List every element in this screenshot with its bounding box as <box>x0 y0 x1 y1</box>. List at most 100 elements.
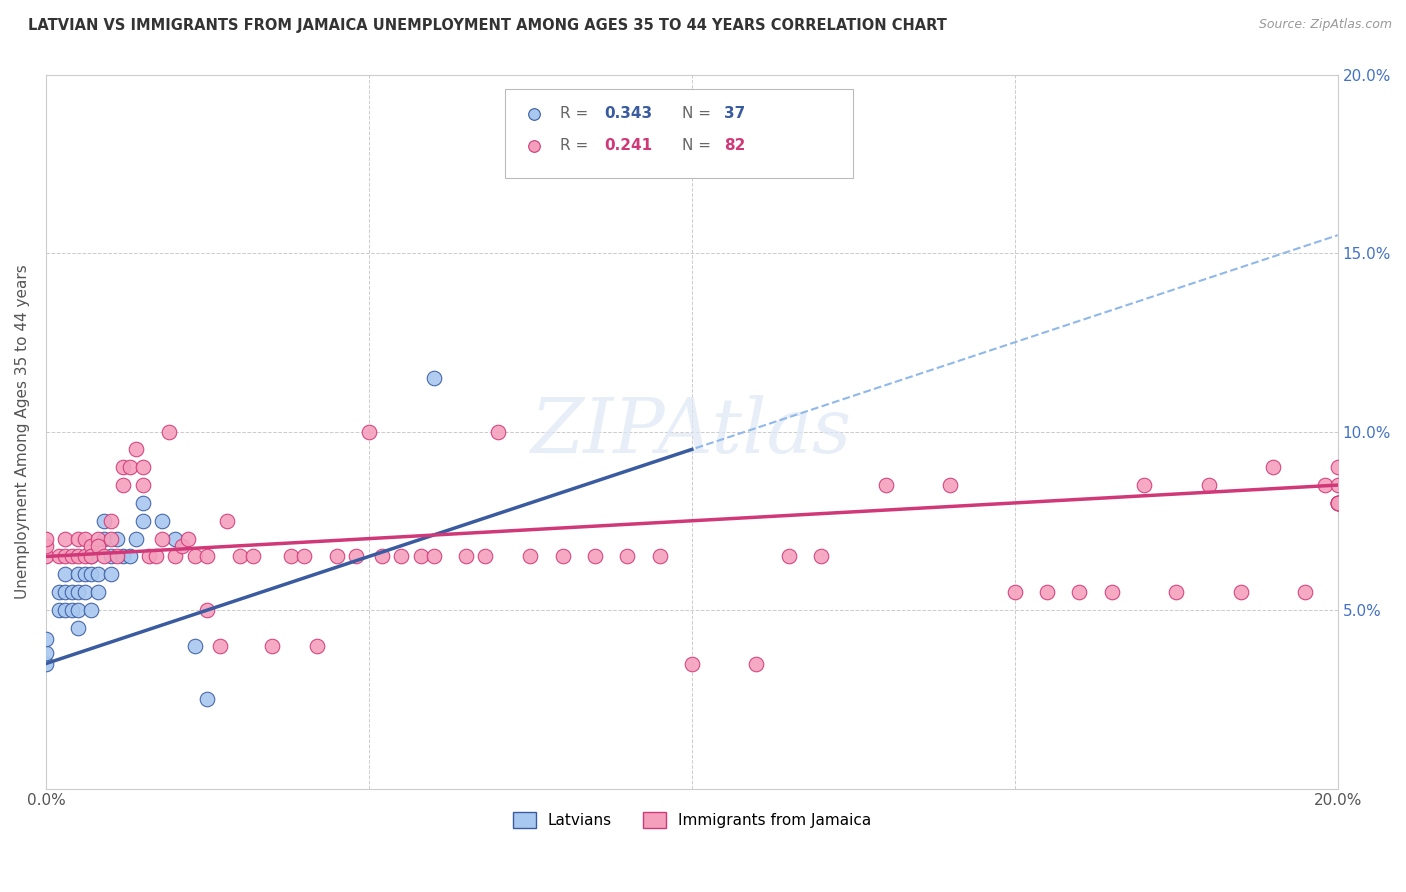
Point <box>93 514 115 528</box>
Point <box>183 639 205 653</box>
Point <box>422 549 444 564</box>
Point <box>100 514 122 528</box>
Point <box>80 603 103 617</box>
Point <box>112 549 135 564</box>
Point <box>67 603 90 617</box>
Point <box>53 532 76 546</box>
Point <box>307 639 329 653</box>
Point <box>1166 585 1188 599</box>
Point <box>810 549 832 564</box>
Point <box>112 460 135 475</box>
Point <box>35 549 58 564</box>
Legend: Latvians, Immigrants from Jamaica: Latvians, Immigrants from Jamaica <box>506 806 877 834</box>
Point <box>474 549 496 564</box>
Point <box>138 549 160 564</box>
Point <box>165 532 187 546</box>
Point <box>132 514 155 528</box>
Point <box>1230 585 1253 599</box>
Point <box>454 549 477 564</box>
Point <box>292 549 315 564</box>
Point <box>778 549 800 564</box>
Y-axis label: Unemployment Among Ages 35 to 44 years: Unemployment Among Ages 35 to 44 years <box>15 264 30 599</box>
Point <box>35 539 58 553</box>
Point <box>939 478 962 492</box>
Point <box>177 532 200 546</box>
Text: 37: 37 <box>724 106 745 121</box>
Point <box>35 657 58 671</box>
Point <box>60 549 83 564</box>
Point <box>132 496 155 510</box>
Point <box>80 567 103 582</box>
Point <box>648 549 671 564</box>
Point <box>145 549 167 564</box>
Point <box>132 478 155 492</box>
Point <box>422 371 444 385</box>
Point <box>53 603 76 617</box>
Point <box>197 549 219 564</box>
Point <box>165 549 187 564</box>
Point <box>100 549 122 564</box>
Point <box>389 549 412 564</box>
Point <box>325 549 347 564</box>
Point <box>48 585 70 599</box>
Point <box>1004 585 1026 599</box>
Point <box>86 567 108 582</box>
Point <box>875 478 897 492</box>
Point <box>125 532 148 546</box>
Point <box>1294 585 1316 599</box>
Text: Source: ZipAtlas.com: Source: ZipAtlas.com <box>1258 18 1392 31</box>
Point <box>551 549 574 564</box>
Point <box>242 549 264 564</box>
Point <box>280 549 302 564</box>
Point <box>35 532 58 546</box>
Point <box>67 585 90 599</box>
Point <box>1263 460 1285 475</box>
Point <box>519 549 541 564</box>
Text: LATVIAN VS IMMIGRANTS FROM JAMAICA UNEMPLOYMENT AMONG AGES 35 TO 44 YEARS CORREL: LATVIAN VS IMMIGRANTS FROM JAMAICA UNEMP… <box>28 18 948 33</box>
Point <box>209 639 232 653</box>
Point <box>215 514 238 528</box>
Point <box>260 639 283 653</box>
Point <box>344 549 367 564</box>
Point <box>1326 496 1348 510</box>
Point <box>73 585 96 599</box>
Point <box>1326 460 1348 475</box>
Text: 0.343: 0.343 <box>605 106 652 121</box>
Point <box>112 478 135 492</box>
Point <box>93 549 115 564</box>
Text: 0.241: 0.241 <box>605 138 652 153</box>
Point <box>48 549 70 564</box>
Point <box>1326 496 1348 510</box>
Point <box>157 425 180 439</box>
Point <box>73 549 96 564</box>
Point <box>616 549 638 564</box>
Point <box>60 603 83 617</box>
Point <box>35 646 58 660</box>
FancyBboxPatch shape <box>505 89 853 178</box>
Point <box>118 549 141 564</box>
Point <box>170 539 193 553</box>
Point <box>371 549 394 564</box>
Point <box>583 549 606 564</box>
Point <box>80 539 103 553</box>
Point <box>53 585 76 599</box>
Point <box>745 657 768 671</box>
Point <box>1326 496 1348 510</box>
Point <box>1101 585 1123 599</box>
Point <box>357 425 380 439</box>
Point <box>681 657 703 671</box>
Text: R =: R = <box>560 106 593 121</box>
Point <box>150 514 173 528</box>
Point <box>73 567 96 582</box>
Point <box>53 549 76 564</box>
Point <box>409 549 432 564</box>
Point <box>197 603 219 617</box>
Point <box>80 549 103 564</box>
Point <box>197 692 219 706</box>
Point <box>150 532 173 546</box>
Point <box>35 632 58 646</box>
Point <box>1313 478 1336 492</box>
Text: 82: 82 <box>724 138 745 153</box>
Point <box>681 157 703 171</box>
Point <box>86 585 108 599</box>
